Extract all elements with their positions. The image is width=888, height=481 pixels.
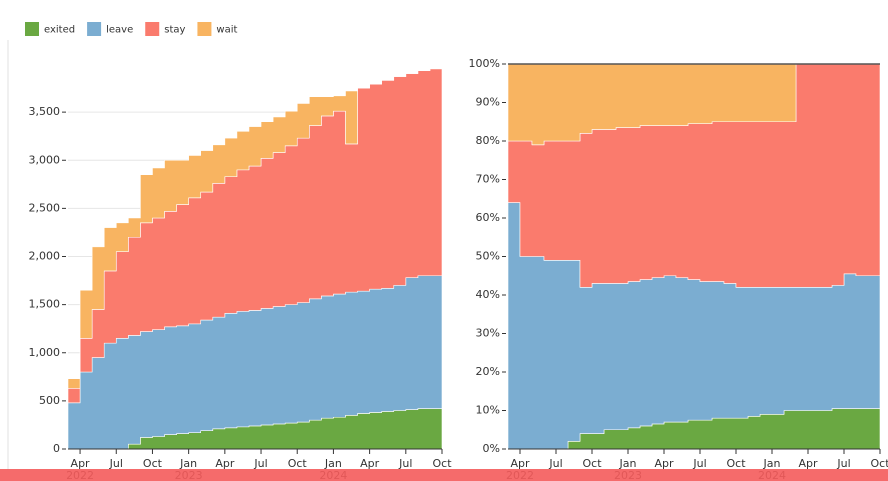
x-tick-label: Jul — [548, 457, 562, 470]
y-tick-label: 30% — [476, 327, 500, 340]
legend-label: exited — [44, 25, 75, 36]
y-tick-label: 2,000 — [29, 250, 61, 263]
y-tick-label: 80% — [476, 134, 500, 147]
x-tick-label: Jan — [763, 457, 781, 470]
x-tick-label: Apr — [215, 457, 235, 470]
legend-swatch — [145, 22, 160, 36]
y-tick-label: 100% — [469, 57, 500, 70]
x-tick-label: Apr — [71, 457, 91, 470]
x-tick-label: Apr — [360, 457, 380, 470]
legend-swatch — [25, 22, 39, 36]
y-tick-label: 0 — [53, 442, 60, 455]
x-tick-label: Jul — [398, 457, 412, 470]
x-tick-label: Oct — [726, 457, 746, 470]
x-tick-label: Oct — [582, 457, 602, 470]
legend-label: leave — [106, 25, 133, 36]
y-tick-label: 1,000 — [29, 346, 61, 359]
y-tick-label: 20% — [476, 365, 500, 378]
x-tick-label: Oct — [143, 457, 163, 470]
y-tick-label: 90% — [476, 96, 500, 109]
x-tick-label: Jul — [836, 457, 850, 470]
y-tick-label: 60% — [476, 211, 500, 224]
y-tick-label: 0% — [483, 442, 500, 455]
x-tick-label: Oct — [870, 457, 888, 470]
area — [67, 67, 443, 389]
legend-swatch — [197, 22, 212, 36]
legend-label: stay — [164, 25, 185, 36]
x-tick-label: Jan — [179, 457, 197, 470]
x-tick-label: Jan — [324, 457, 342, 470]
plots: 0 500 1,000 1,500 2,000 2,500 3,000 3,500 Apr Jul… — [25, 22, 888, 481]
y-tick-label: 50% — [476, 250, 500, 263]
x-tick-label: Oct — [432, 457, 452, 470]
x-tick-label: Jul — [692, 457, 706, 470]
x-tick-label: Jul — [109, 457, 123, 470]
y-tick-label: 70% — [476, 173, 500, 186]
y-tick-label: 3,500 — [29, 105, 61, 118]
x-tick-label: Oct — [288, 457, 308, 470]
x-tick-label: Apr — [510, 457, 530, 470]
y-tick-label: 10% — [476, 404, 500, 417]
y-tick-label: 3,000 — [29, 153, 61, 166]
y-tick-label: 40% — [476, 288, 500, 301]
banner-bar — [0, 469, 888, 481]
y-tick-label: 1,500 — [29, 298, 61, 311]
legend-swatch — [87, 22, 102, 36]
y-tick-label: 2,500 — [29, 201, 61, 214]
x-tick-label: Jan — [619, 457, 637, 470]
x-tick-label: Apr — [654, 457, 674, 470]
x-tick-label: Jul — [253, 457, 267, 470]
legend-label: wait — [216, 25, 237, 36]
y-tick-label: 500 — [39, 394, 60, 407]
x-tick-label: Apr — [798, 457, 818, 470]
